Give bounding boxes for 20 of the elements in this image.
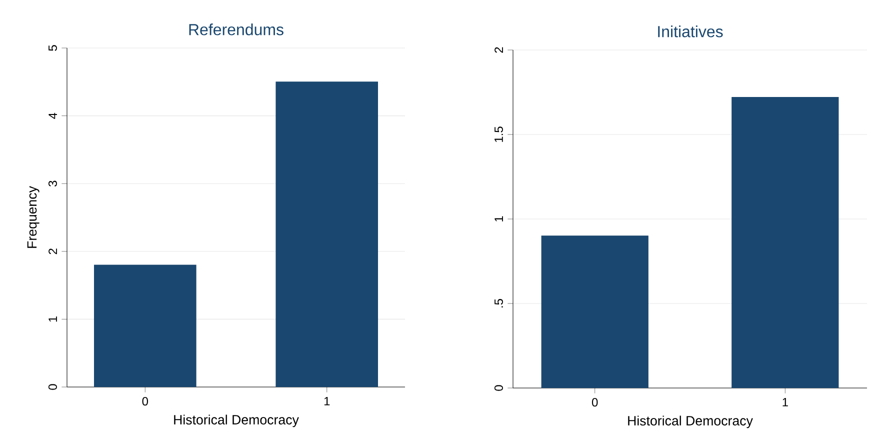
y-tick-label: 3: [48, 180, 57, 186]
x-axis-title: Historical Democracy: [174, 414, 299, 428]
x-tick-label: 1: [324, 397, 330, 406]
x-tick-label: 0: [592, 398, 598, 407]
y-tick-label: 1: [494, 216, 503, 222]
x-tick-label: 1: [782, 398, 788, 406]
y-tick-label: 2: [494, 47, 503, 53]
chart-title: Referendums: [189, 24, 284, 36]
x-tick-label: 0: [142, 397, 148, 406]
y-axis-title: Frequency: [27, 186, 40, 248]
y-tick-label: 4: [48, 112, 57, 119]
y-tick-label: 1: [48, 316, 57, 322]
y-tick-label: .5: [494, 299, 503, 308]
y-tick-label: 0: [48, 384, 57, 390]
y-tick-label: 5: [48, 45, 57, 51]
x-axis-title: Historical Democracy: [628, 416, 753, 428]
y-tick-label: 2: [48, 248, 57, 254]
chart-title: Initiatives: [658, 26, 723, 38]
y-tick-label: 0: [494, 385, 503, 391]
y-tick-label: 1.5: [494, 126, 503, 142]
